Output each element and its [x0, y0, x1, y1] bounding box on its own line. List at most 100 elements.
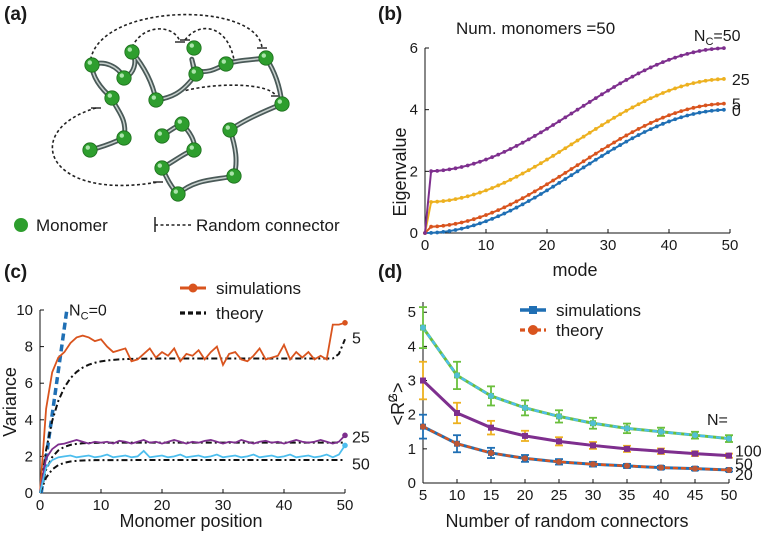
eigen-point: [435, 230, 440, 235]
eigen-point: [539, 161, 543, 166]
eigen-point: [667, 57, 671, 62]
monomer-bead-shine: [85, 145, 91, 150]
n-series-label-100: 100: [735, 444, 762, 461]
monomer-bead: [186, 40, 202, 56]
legend-sim-label: simulations: [216, 279, 301, 298]
eigen-point: [709, 47, 714, 51]
eigen-point: [575, 163, 580, 168]
c-xtick-label: 50: [337, 497, 354, 514]
eigen-point: [465, 194, 470, 199]
eigen-point: [459, 195, 464, 200]
monomer-bead-shine: [119, 133, 125, 138]
eigen-point: [563, 170, 568, 175]
eigen-point: [484, 157, 488, 162]
eigen-point: [545, 157, 549, 162]
eigen-point: [581, 165, 586, 170]
random-connector: [89, 13, 263, 66]
eigen-point: [648, 121, 653, 125]
monomer-bead: [154, 160, 170, 176]
eigen-point: [685, 82, 690, 87]
monomer-bead-shine: [119, 73, 125, 78]
eigen-point: [667, 88, 671, 93]
eigen-point: [514, 174, 519, 179]
panel-b-xlabel: mode: [552, 260, 597, 280]
eigen-point: [587, 130, 592, 135]
eigen-point: [636, 71, 641, 76]
eigen-point: [697, 104, 702, 109]
monomer-bead-shine: [87, 60, 93, 65]
eigen-point: [465, 219, 470, 223]
eigen-point: [502, 211, 507, 216]
monomer-bead: [82, 142, 98, 158]
d-ytick-label: 3: [408, 373, 416, 390]
panel-c-ylabel: Variance: [0, 367, 20, 437]
eigen-point: [447, 198, 452, 203]
panel-c-legend: simulations theory: [180, 279, 301, 323]
eigen-point: [423, 231, 427, 235]
theory-marker: [420, 324, 426, 331]
eigen-point: [496, 208, 501, 213]
monomer-bead: [116, 70, 132, 86]
eigen-point: [600, 92, 604, 97]
eigen-point: [471, 192, 476, 197]
eigen-point: [618, 143, 623, 147]
eigen-point: [679, 84, 684, 89]
random-connector: [184, 27, 235, 61]
monomer-bead: [274, 96, 290, 112]
legend-d-theory-marker: [528, 325, 538, 335]
eigen-point: [606, 150, 610, 155]
random-connector: [129, 28, 181, 53]
eigen-point: [532, 164, 537, 169]
eigen-point: [508, 208, 513, 213]
c-ytick-label: 0: [25, 485, 33, 502]
d-ytick-label: 2: [408, 407, 416, 424]
eigen-point: [654, 62, 659, 67]
b-ytick-label: 0: [410, 225, 418, 242]
eigen-point: [520, 202, 525, 207]
d-ytick-label: 5: [408, 304, 416, 321]
eigen-point: [667, 119, 671, 124]
eigen-point: [612, 85, 616, 89]
c-xtick-label: 20: [154, 497, 171, 514]
eigen-point: [520, 196, 525, 201]
eigen-point: [490, 155, 494, 160]
theory-line-100: [422, 326, 730, 440]
eigen-point: [459, 165, 464, 169]
eigen-point: [557, 174, 562, 179]
sim-curve-50: [39, 444, 346, 494]
eigen-point: [459, 220, 464, 225]
eigen-point: [575, 138, 580, 143]
d-xtick-label: 25: [551, 487, 568, 504]
monomer-bead: [148, 92, 164, 108]
monomer-bead-shine: [189, 145, 194, 150]
eigen-point: [630, 130, 635, 135]
eigen-point: [465, 225, 470, 230]
c-xtick-label: 40: [276, 497, 293, 514]
eigen-point: [703, 109, 708, 114]
eigen-point: [715, 46, 720, 51]
eigen-point: [490, 186, 494, 190]
eigen-point: [612, 140, 616, 145]
eigen-point: [532, 134, 537, 138]
theory-curve-5: [39, 338, 346, 494]
eigen-point: [471, 217, 476, 222]
eigen-point: [661, 91, 665, 95]
eigen-point: [581, 103, 586, 108]
eigen-point: [630, 136, 635, 141]
theory-marker: [624, 425, 630, 432]
n-series-label-20: 20: [735, 467, 753, 484]
eigen-point: [545, 182, 549, 187]
theory-marker: [692, 450, 698, 457]
eigen-point: [502, 180, 507, 185]
d-ytick-label: 4: [408, 338, 416, 355]
eigen-point: [703, 48, 708, 52]
theory-marker: [658, 464, 664, 471]
eigen-point: [642, 68, 647, 73]
eigen-point: [691, 105, 696, 110]
eigen-point: [722, 77, 726, 81]
eigen-point: [441, 168, 446, 173]
eigen-point: [478, 221, 482, 226]
eigen-point: [661, 121, 665, 126]
